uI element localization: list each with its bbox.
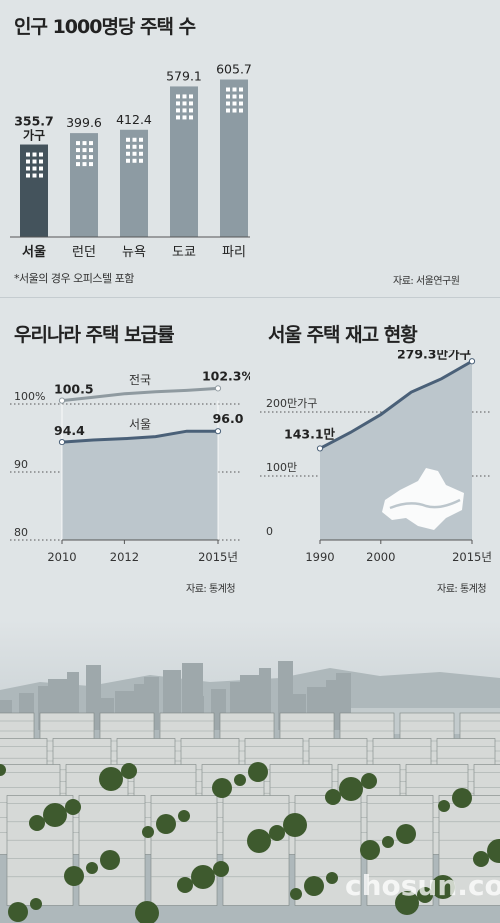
section-divider [0,297,500,298]
bar-value-label: 579.1 [166,68,202,83]
x-tick-label: 2012 [110,550,139,564]
bar-chart-source: 자료: 서울연구원 [393,276,460,287]
series-end-label: 102.3% [202,368,250,383]
y-tick-label: 200만가구 [266,397,317,410]
han-river-line [389,498,461,510]
y-tick-label: 0 [266,525,273,538]
series-start-label: 100.5 [54,382,94,397]
x-tick-label: 2015년 [198,550,238,564]
bar-category-label: 뉴욕 [122,245,146,260]
series-start-label: 94.4 [54,423,85,438]
bar-value-label: 355.7 [14,114,54,129]
series-line-seoul [61,429,218,444]
housing-stock-chart: 200만가구 100만 0 143.1만 279.3만가구 1990 2000 2015년 [260,350,492,564]
series-area-seoul [62,431,218,540]
y-tick-label: 90 [14,458,28,471]
stock-chart-title: 서울 주택 재고 현황 [268,324,418,346]
stock-end-label: 279.3만가구 [397,350,472,361]
chosun-watermark: chosun.com [345,869,500,902]
series-point [214,428,222,435]
bar-category-label: 도쿄 [172,245,196,260]
stock-chart-source: 자료: 통계청 [437,584,487,595]
bar-value-label: 412.4 [116,112,152,127]
apartment-skyline-photo: chosun.com [0,620,500,923]
x-tick-label: 1990 [305,550,334,564]
supply-rate-chart: 100% 90 80 100.5 102.3% 전국 94.4 96.0 서울 2010 2012 2… [10,368,250,564]
bar-value-unit: 가구 [23,128,45,143]
series-end-label: 96.0 [213,411,244,426]
series-name-label: 전국 [129,373,151,387]
x-tick-label: 2010 [47,550,76,564]
bar-chart-footnote: *서울의 경우 오피스텔 포함 [14,272,134,285]
y-tick-label: 100만 [266,461,297,474]
x-tick-label: 2000 [366,550,395,564]
bar-value-label: 605.7 [216,62,252,77]
seoul-map-icon [382,468,464,530]
supply-chart-title: 우리나라 주택 보급률 [14,324,175,346]
stock-line [319,359,473,450]
series-line-national [61,386,219,403]
y-tick-label: 100% [14,390,45,403]
stock-point [468,358,476,365]
bar-chart-title: 인구 1000명당 주택 수 [14,16,196,38]
bar-category-label: 런던 [72,245,96,260]
x-tick-label: 2015년 [452,550,492,564]
supply-chart-source: 자료: 통계청 [186,584,236,595]
bar-category-label: 파리 [222,245,246,260]
bar-category-label: 서울 [22,244,46,260]
bar-파리 [220,79,248,237]
y-tick-label: 80 [14,526,28,539]
bar-서울 [20,144,48,237]
stock-point [316,445,324,452]
series-name-label: 서울 [129,418,151,432]
series-point [214,385,222,392]
series-point [58,438,66,446]
bar-value-label: 399.6 [66,115,102,130]
series-point [58,397,66,404]
stock-start-label: 143.1만 [284,426,336,441]
